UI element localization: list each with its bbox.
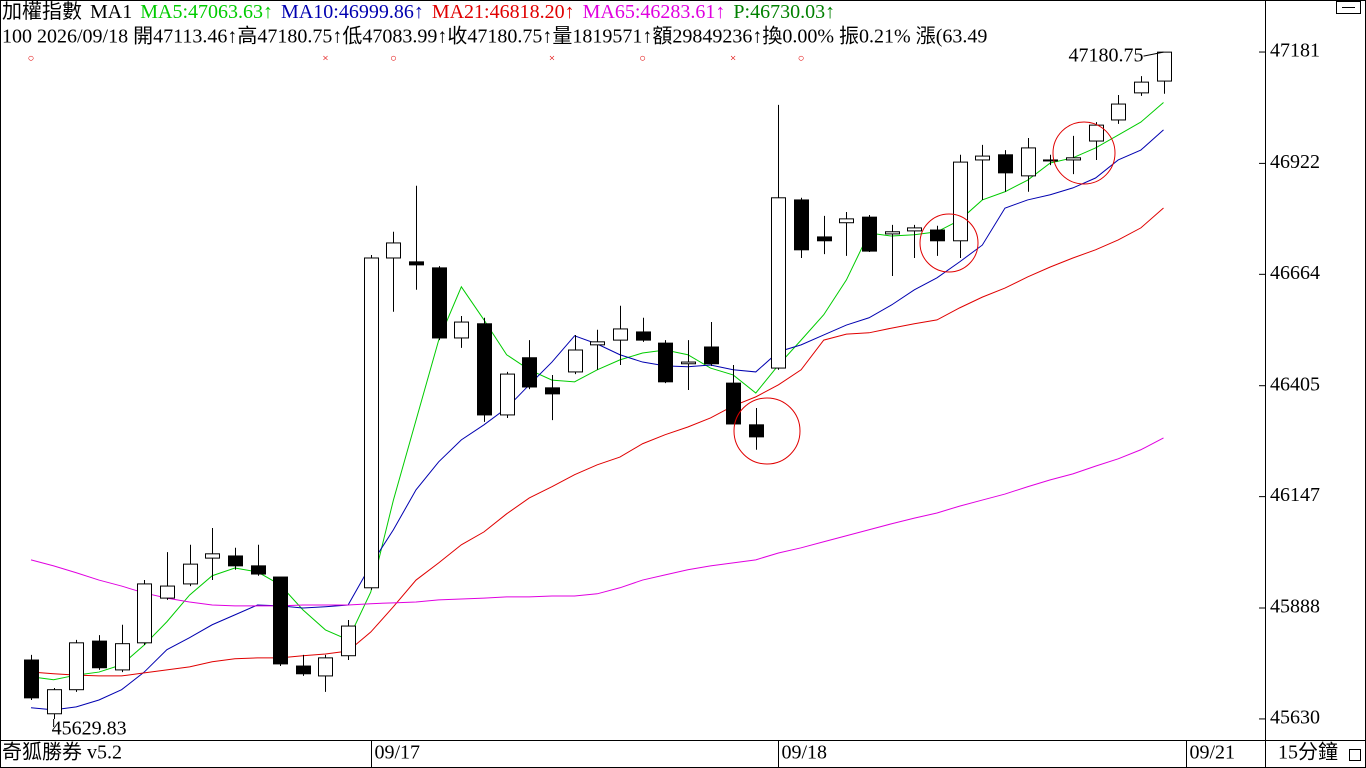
candle-body bbox=[137, 583, 152, 644]
indicator: P:46730.03↑ bbox=[733, 1, 835, 23]
candle-body bbox=[318, 657, 333, 677]
candle-body bbox=[1066, 157, 1081, 161]
ma-line bbox=[30, 102, 1164, 681]
legend-entry: MA21:46818.20↑ bbox=[432, 1, 575, 23]
signal: × bbox=[549, 53, 555, 65]
candle-body bbox=[477, 323, 492, 416]
y-tick-label: 45630 bbox=[1270, 707, 1320, 729]
candle-body bbox=[658, 342, 673, 383]
candle-body bbox=[749, 424, 764, 438]
legend-entry: MA10:46999.86↑ bbox=[281, 1, 424, 23]
candle-body bbox=[545, 387, 560, 395]
x-tick-label: 09/21 bbox=[1190, 742, 1236, 764]
candle-body bbox=[975, 155, 990, 161]
highlight-circle bbox=[919, 213, 979, 273]
candle-body bbox=[92, 640, 107, 669]
y-tick-label: 46147 bbox=[1270, 484, 1320, 506]
candle-body bbox=[69, 642, 84, 691]
period-label: MA1 bbox=[90, 1, 132, 23]
candle-body bbox=[885, 231, 900, 235]
high-annotation: 47180.75 bbox=[1069, 45, 1144, 67]
footer-left: 奇狐勝券 v5.2 bbox=[2, 741, 122, 764]
ma-line bbox=[30, 207, 1164, 677]
candle-body bbox=[205, 553, 220, 559]
candle-body bbox=[228, 555, 243, 567]
signal: ○ bbox=[28, 53, 35, 65]
title: 加權指數 bbox=[2, 0, 82, 23]
candle-body bbox=[47, 689, 62, 715]
y-tick-label: 46405 bbox=[1270, 373, 1320, 395]
x-tick-label: 09/17 bbox=[375, 742, 421, 764]
signal: ○ bbox=[639, 53, 646, 65]
candle-body bbox=[930, 229, 945, 242]
candle-body bbox=[1021, 147, 1036, 177]
highlight-circle bbox=[733, 397, 801, 465]
signal: × bbox=[730, 53, 736, 65]
y-tick-label: 46664 bbox=[1270, 262, 1320, 284]
y-tick-label: 46922 bbox=[1270, 151, 1320, 173]
candle-body bbox=[998, 154, 1013, 174]
candle-body bbox=[771, 197, 786, 369]
candle-body bbox=[636, 331, 651, 341]
info-clip: 100 2026/09/18 開47113.46↑高47180.75↑低4708… bbox=[2, 25, 987, 48]
candle-body bbox=[1157, 51, 1172, 82]
signal: ○ bbox=[390, 53, 397, 65]
candle-body bbox=[681, 361, 696, 365]
y-tick-label: 45888 bbox=[1270, 596, 1320, 618]
candle-body bbox=[183, 563, 198, 585]
candle-body bbox=[613, 328, 628, 341]
candle-body bbox=[726, 382, 741, 425]
candle-body bbox=[1089, 124, 1104, 142]
candle-body bbox=[704, 346, 719, 365]
candle-body bbox=[1111, 103, 1126, 121]
candle-body bbox=[839, 218, 854, 224]
candle-body bbox=[432, 267, 447, 339]
footer-right: 15分鐘 bbox=[1278, 741, 1338, 764]
candle-body bbox=[296, 665, 311, 675]
candle-body bbox=[1043, 159, 1058, 162]
candle-body bbox=[568, 349, 583, 373]
signal: ○ bbox=[798, 53, 805, 65]
candle-body bbox=[907, 227, 922, 232]
x-tick-label: 09/18 bbox=[782, 742, 828, 764]
candle-body bbox=[500, 373, 515, 416]
candle-body bbox=[364, 257, 379, 589]
header-line: 加權指數 MA1 MA5:47063.63↑ MA10:46999.86↑ MA21:4… bbox=[2, 0, 835, 23]
highlight-circle bbox=[1052, 121, 1116, 185]
candle-body bbox=[273, 576, 288, 665]
plot-area bbox=[24, 51, 1172, 720]
candle-body bbox=[953, 161, 968, 242]
corner-button[interactable] bbox=[1349, 749, 1361, 761]
y-tick-label: 47181 bbox=[1270, 40, 1320, 62]
low-annotation: 45629.83 bbox=[52, 718, 127, 740]
candle-body bbox=[409, 261, 424, 266]
candle-body bbox=[817, 236, 832, 242]
candle-body bbox=[24, 659, 39, 699]
candle-body bbox=[590, 341, 605, 346]
info-line: 100 2026/09/18 開47113.46↑高47180.75↑低4708… bbox=[2, 25, 987, 48]
candle-body bbox=[1134, 81, 1149, 94]
candle-body bbox=[522, 357, 537, 388]
legend-entry: MA65:46283.61↑ bbox=[583, 1, 726, 23]
candle-body bbox=[160, 585, 175, 599]
candle-body bbox=[794, 199, 809, 251]
candle-body bbox=[341, 625, 356, 657]
candle-body bbox=[862, 216, 877, 252]
candle-body bbox=[115, 643, 130, 671]
ma-line bbox=[30, 437, 1164, 607]
candle-body bbox=[251, 565, 266, 575]
signal: × bbox=[322, 53, 328, 65]
legend-entry: MA5:47063.63↑ bbox=[140, 1, 273, 23]
candle-body bbox=[386, 242, 401, 259]
annotation-leader bbox=[1143, 51, 1164, 57]
candle-body bbox=[454, 321, 469, 339]
